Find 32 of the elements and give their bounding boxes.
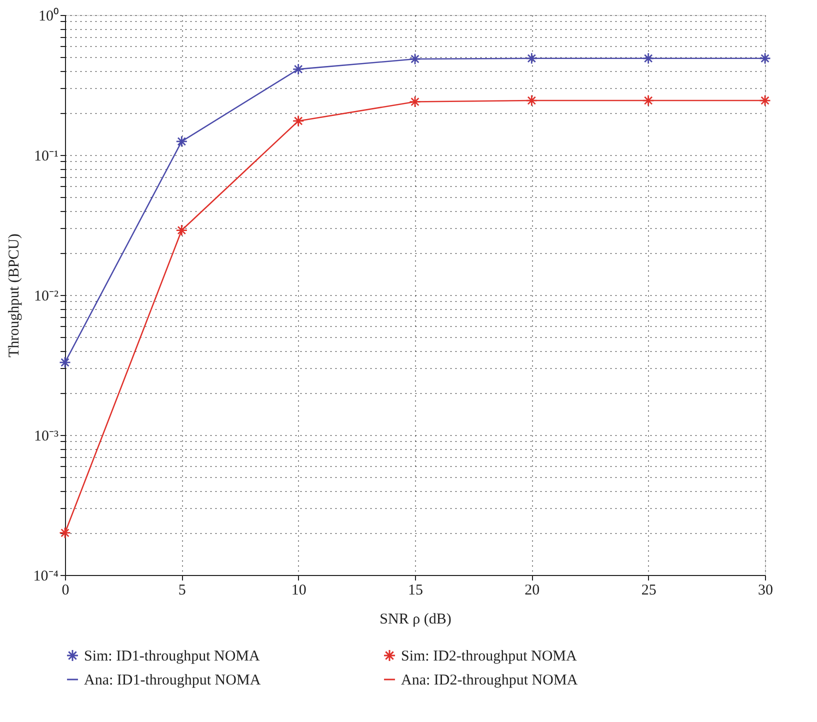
y-tick-label: 10⁻² (34, 288, 59, 304)
x-tick-label: 15 (408, 582, 423, 598)
legend-label: Sim: ID2-throughput NOMA (401, 648, 577, 665)
x-axis-title: SNR ρ (dB) (380, 612, 452, 628)
y-tick-label: 10⁻¹ (34, 148, 58, 164)
y-tick-label: 10⁰ (38, 8, 58, 24)
point (642, 94, 654, 106)
x-tick-label: 25 (641, 582, 656, 598)
x-tick-label: 10 (291, 582, 306, 598)
point (292, 63, 304, 76)
point (526, 94, 538, 106)
point (59, 526, 71, 539)
point (292, 115, 304, 127)
legend-label: Ana: ID2-throughput NOMA (401, 672, 578, 688)
x-tick-label: 0 (62, 582, 70, 598)
y-axis-title: Throughput (BPCU) (6, 234, 22, 358)
point (409, 96, 421, 108)
legend-label: Ana: ID1-throughput NOMA (84, 672, 261, 688)
point (526, 52, 538, 64)
point (59, 356, 71, 368)
x-tick-label: 30 (758, 582, 773, 598)
y-tick-label: 10⁻⁴ (33, 568, 58, 584)
legend-label: Sim: ID1-throughput NOMA (84, 648, 260, 665)
point (409, 53, 421, 65)
point (759, 52, 771, 64)
y-tick-label: 10⁻³ (34, 428, 59, 444)
point (642, 52, 654, 64)
x-tick-label: 20 (524, 582, 540, 598)
point (759, 94, 771, 106)
point (176, 135, 188, 148)
x-tick-label: 5 (178, 582, 186, 598)
point (176, 224, 188, 236)
